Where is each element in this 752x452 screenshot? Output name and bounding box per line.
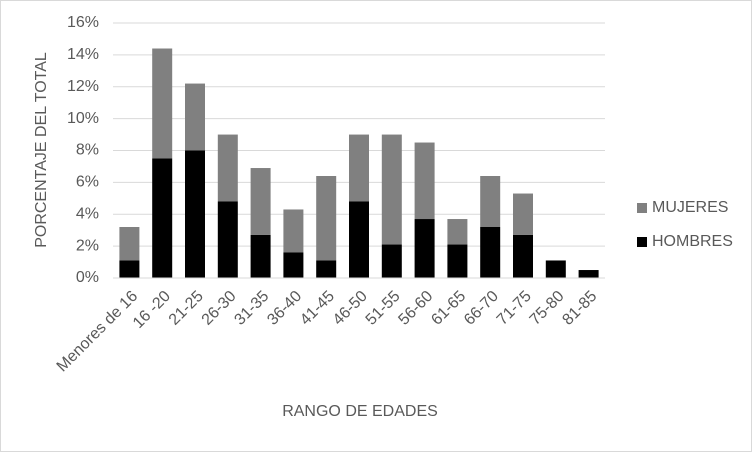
y-tick-label: 0% [76, 269, 99, 286]
y-tick-label: 14% [67, 46, 99, 63]
bar-segment [480, 227, 501, 278]
bar-segment [152, 158, 173, 278]
bar-segment [545, 260, 566, 278]
legend-label: MUJERES [652, 199, 728, 216]
bar-segment [217, 201, 238, 278]
legend-swatch [637, 203, 647, 213]
bar-segment [316, 176, 337, 261]
bar-segment [381, 134, 402, 245]
x-axis-title: RANGO DE EDADES [282, 403, 438, 420]
bar-segment [217, 134, 238, 202]
y-axis-title: PORCENTAJE DEL TOTAL [33, 52, 50, 248]
bar-segment [381, 244, 402, 278]
bar-segment [414, 219, 435, 278]
y-tick-label: 6% [76, 174, 99, 191]
bar-segment [513, 193, 533, 235]
legend-label: HOMBRES [652, 233, 733, 250]
y-tick-label: 16% [67, 14, 99, 31]
bar-segment [349, 201, 369, 278]
bar-segment [119, 260, 140, 278]
y-tick-label: 2% [76, 237, 99, 254]
bar-segment [447, 244, 468, 278]
bar-segment [250, 168, 271, 235]
bar-segment [447, 219, 468, 245]
bar-segment [283, 209, 304, 253]
legend-swatch [637, 237, 647, 247]
y-tick-label: 4% [76, 205, 99, 222]
bar-segment [119, 227, 140, 261]
bar-segment [316, 260, 337, 278]
bar-segment [185, 83, 205, 151]
bar-segment [578, 270, 599, 278]
bar-segment [349, 134, 369, 202]
bar-segment [414, 142, 435, 220]
y-tick-label: 12% [67, 78, 99, 95]
y-tick-label: 8% [76, 142, 99, 159]
bar-segment [185, 150, 205, 278]
bar-segment [513, 234, 533, 278]
y-tick-label: 10% [67, 110, 99, 127]
bar-segment [283, 252, 304, 278]
bar-segment [480, 176, 501, 227]
bar-segment [152, 48, 173, 159]
bar-segment [250, 234, 271, 278]
